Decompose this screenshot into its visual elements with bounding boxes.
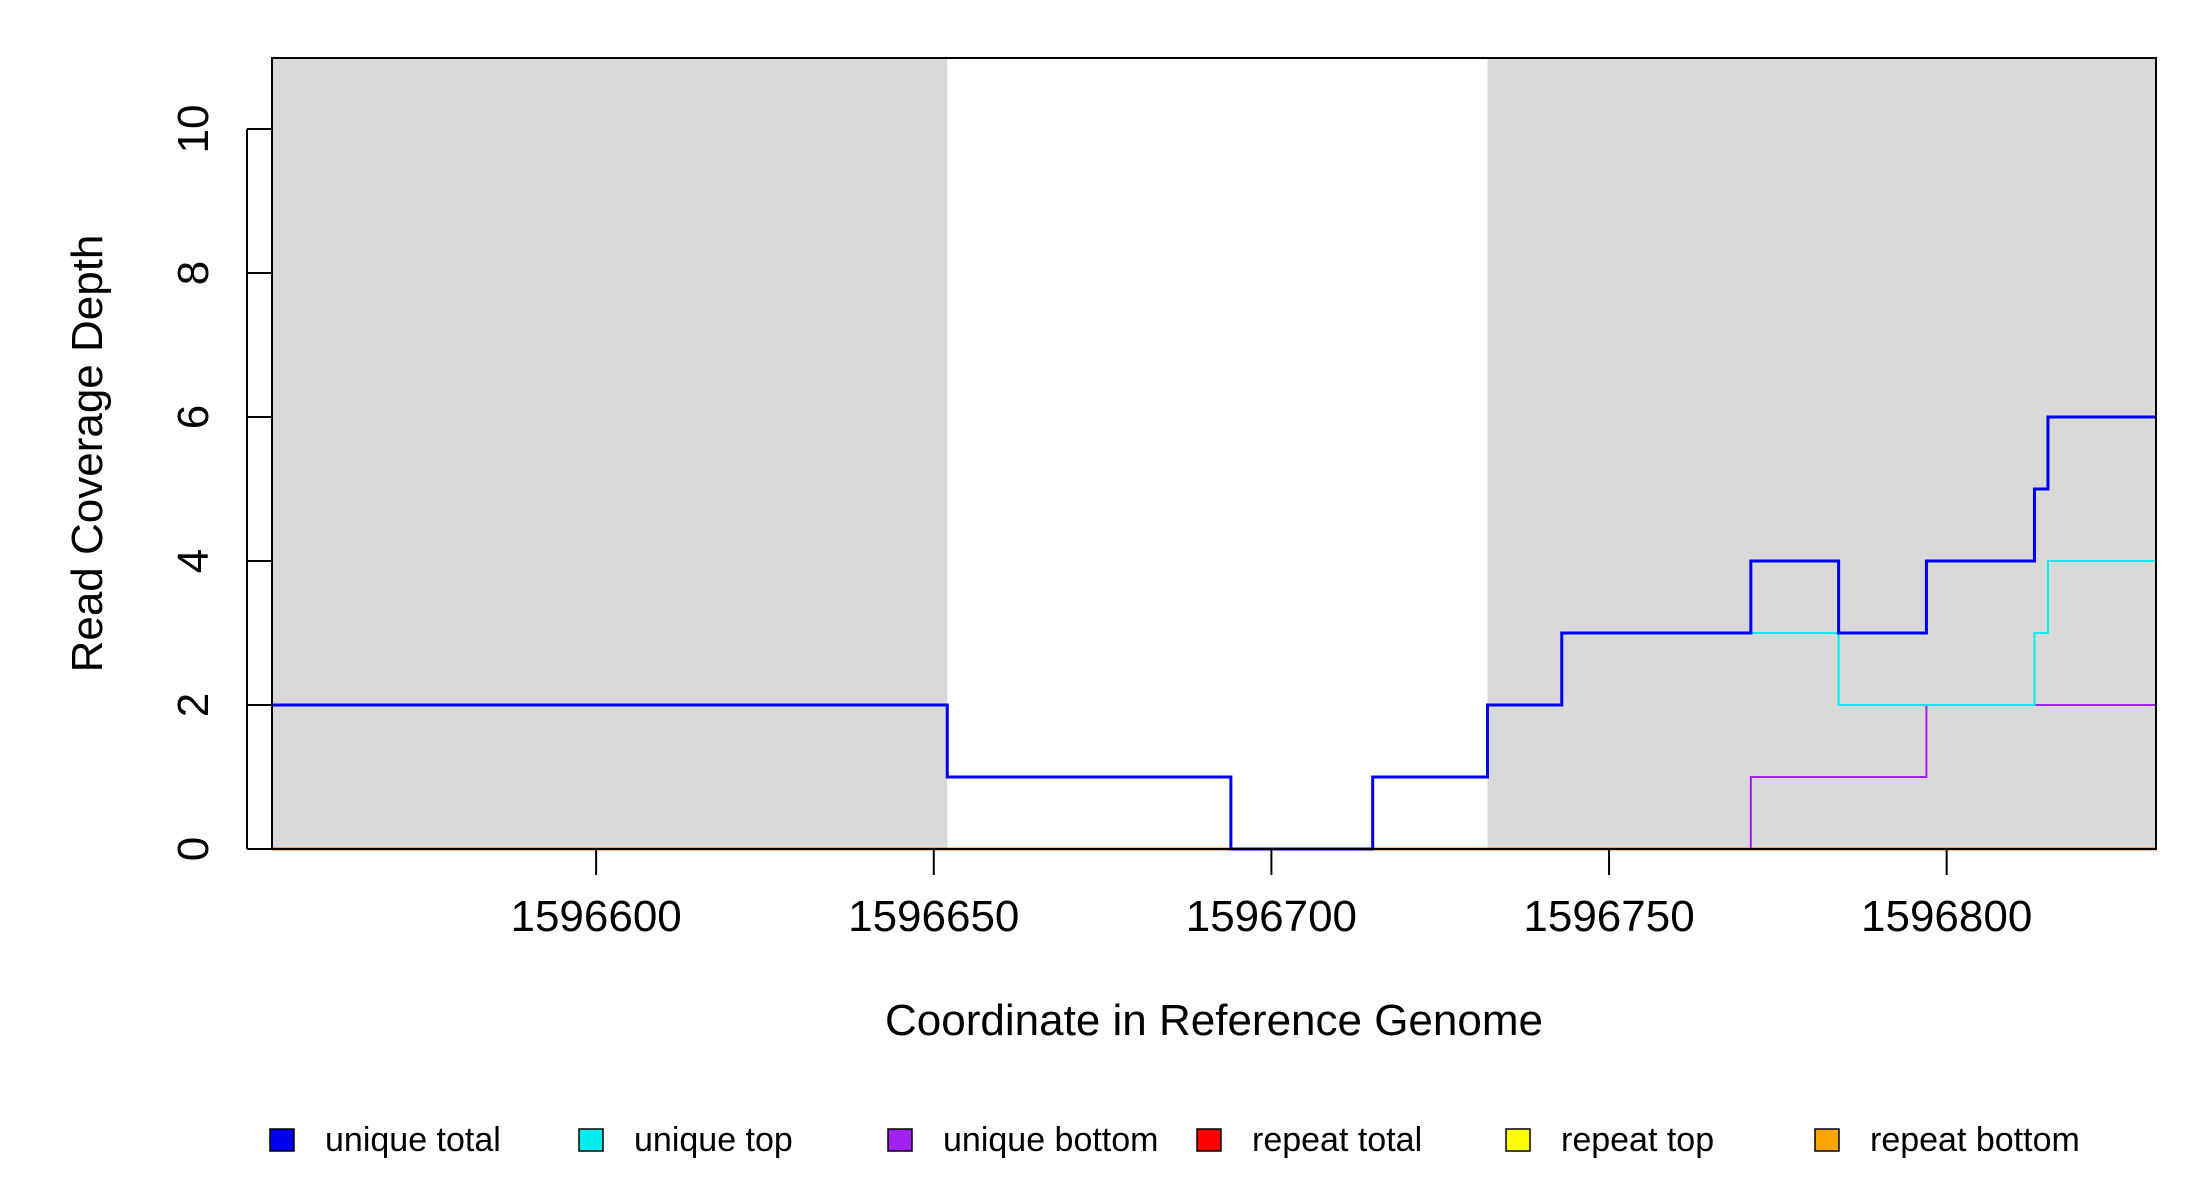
legend: unique total unique top unique bottom repea… (269, 1121, 2080, 1159)
x-tick-label: 1596650 (848, 892, 1019, 941)
y-tick-label: 4 (169, 549, 218, 573)
legend-label: repeat total (1252, 1121, 1422, 1159)
shaded-region-2 (1487, 58, 2156, 849)
plot-frame (271, 57, 2157, 850)
y-tick-label: 0 (169, 837, 218, 861)
legend-label: unique bottom (943, 1121, 1159, 1159)
legend-swatch-unique-bottom (887, 1128, 913, 1152)
x-axis-title: Coordinate in Reference Genome (885, 996, 1543, 1045)
shaded-regions (272, 58, 2156, 849)
legend-label: repeat top (1561, 1121, 1714, 1159)
y-axis-title: Read Coverage Depth (63, 235, 112, 673)
legend-label: unique total (325, 1121, 501, 1159)
y-tick-label: 8 (169, 261, 218, 285)
x-tick-label: 1596600 (510, 892, 681, 941)
legend-label: unique top (634, 1121, 793, 1159)
x-axis: 1596600 1596650 1596700 1596750 1596800 (510, 849, 2032, 941)
y-tick-label: 6 (169, 405, 218, 429)
y-axis: 0 2 4 6 8 10 (169, 105, 272, 861)
legend-swatch-repeat-total (1196, 1128, 1222, 1152)
x-tick-label: 1596800 (1861, 892, 2032, 941)
legend-label: repeat bottom (1870, 1121, 2080, 1159)
legend-swatch-repeat-bottom (1814, 1128, 1840, 1152)
legend-swatch-unique-total (269, 1128, 295, 1152)
x-tick-label: 1596700 (1186, 892, 1357, 941)
legend-swatch-repeat-top (1505, 1128, 1531, 1152)
y-tick-label: 2 (169, 693, 218, 717)
shaded-region-1 (272, 58, 948, 849)
legend-swatch-unique-top (578, 1128, 604, 1152)
x-tick-label: 1596750 (1523, 892, 1694, 941)
series-line-unique-total (272, 415, 2156, 851)
y-tick-label: 10 (169, 105, 218, 154)
